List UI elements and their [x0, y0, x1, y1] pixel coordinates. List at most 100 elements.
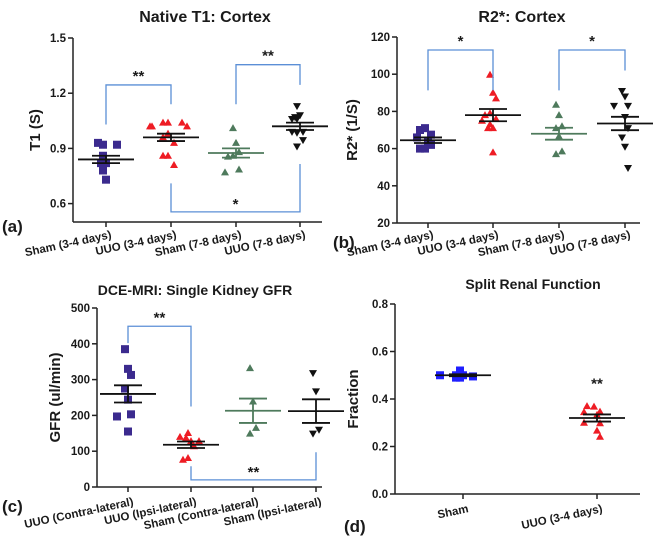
data-point — [421, 144, 429, 153]
data-point — [489, 88, 497, 96]
data-point — [184, 428, 192, 436]
y-axis-label: Fraction — [345, 369, 362, 428]
y-tick-label: 100 — [371, 69, 390, 81]
significance-bracket — [127, 325, 192, 407]
data-point — [296, 112, 304, 120]
panel-label: (a) — [2, 217, 23, 236]
y-tick-label: 500 — [71, 303, 90, 315]
data-point — [178, 118, 186, 126]
significance-label: ** — [154, 309, 166, 326]
data-point — [170, 160, 178, 168]
data-point — [309, 430, 317, 438]
significance-label: ** — [248, 464, 260, 481]
data-point — [596, 432, 604, 440]
chart-title: R2*: Cortex — [478, 9, 565, 26]
data-point — [552, 100, 560, 108]
data-point — [624, 102, 632, 110]
significance-label: * — [233, 196, 239, 213]
data-point — [484, 124, 492, 132]
significance-bracket — [235, 64, 301, 105]
data-point — [221, 168, 229, 176]
data-point — [610, 102, 618, 110]
y-tick-label: 0.9 — [50, 143, 66, 155]
data-point — [299, 137, 307, 145]
data-point — [580, 408, 588, 416]
data-point — [176, 432, 184, 440]
y-tick-label: 0.0 — [372, 489, 388, 501]
data-point — [618, 134, 626, 142]
data-point — [246, 364, 254, 372]
data-point — [121, 384, 129, 393]
data-point — [235, 165, 243, 173]
data-point — [486, 120, 494, 128]
data-point — [621, 143, 629, 151]
x-tick-label: Sham — [436, 503, 469, 521]
data-point — [127, 410, 135, 419]
data-point — [229, 124, 237, 132]
y-tick-label: 1.5 — [50, 33, 67, 45]
data-point — [555, 111, 563, 119]
y-tick-label: 0.4 — [372, 394, 389, 406]
data-point — [124, 364, 132, 373]
significance-label: * — [589, 33, 595, 50]
x-tick-label: UUO (3-4 days) — [520, 503, 603, 532]
data-point — [416, 126, 424, 134]
data-point — [456, 366, 464, 375]
y-tick-label: 200 — [71, 410, 90, 422]
data-point — [596, 419, 604, 427]
significance-bracket — [558, 49, 626, 91]
data-point — [288, 115, 296, 123]
data-point — [421, 124, 429, 133]
data-point — [315, 426, 323, 434]
y-axis-label: R2* (1/S) — [344, 99, 361, 161]
data-point — [486, 70, 494, 78]
data-point — [246, 429, 254, 437]
data-point — [252, 423, 260, 431]
y-tick-label: 0.2 — [372, 442, 388, 454]
data-point — [293, 143, 301, 151]
y-tick-label: 300 — [71, 375, 90, 387]
data-point — [293, 103, 301, 111]
data-point — [624, 125, 632, 133]
y-tick-label: 20 — [377, 218, 390, 230]
data-point — [492, 114, 500, 122]
data-point — [621, 93, 629, 101]
data-point — [99, 140, 107, 149]
data-point — [452, 373, 460, 382]
y-tick-label: 100 — [71, 446, 90, 458]
y-tick-label: 1.2 — [50, 88, 66, 100]
data-point — [124, 427, 132, 436]
data-point — [492, 94, 500, 102]
data-point — [552, 150, 560, 158]
data-point — [170, 138, 178, 146]
data-point — [179, 455, 187, 463]
y-tick-label: 0.8 — [372, 299, 389, 311]
y-tick-label: 0 — [84, 482, 90, 494]
data-point — [416, 144, 424, 153]
data-point — [159, 151, 167, 159]
data-point — [624, 164, 632, 172]
data-point — [94, 138, 102, 147]
data-point — [182, 433, 190, 441]
chart-title: Native T1: Cortex — [139, 9, 271, 26]
significance-label: * — [458, 33, 464, 50]
data-point — [99, 166, 107, 175]
panel-label: (c) — [2, 497, 23, 516]
significance-bracket — [190, 452, 317, 481]
data-point — [427, 140, 435, 149]
y-tick-label: 40 — [377, 181, 390, 193]
significance-label: ** — [591, 375, 603, 392]
data-point — [113, 412, 121, 421]
data-point — [583, 402, 591, 410]
data-point — [113, 140, 121, 149]
chart-title: DCE-MRI: Single Kidney GFR — [98, 282, 292, 298]
y-axis-label: GFR (ul/min) — [47, 353, 64, 443]
data-point — [121, 345, 129, 354]
data-point — [489, 148, 497, 156]
y-tick-label: 0.6 — [372, 347, 388, 359]
data-point — [618, 87, 626, 95]
